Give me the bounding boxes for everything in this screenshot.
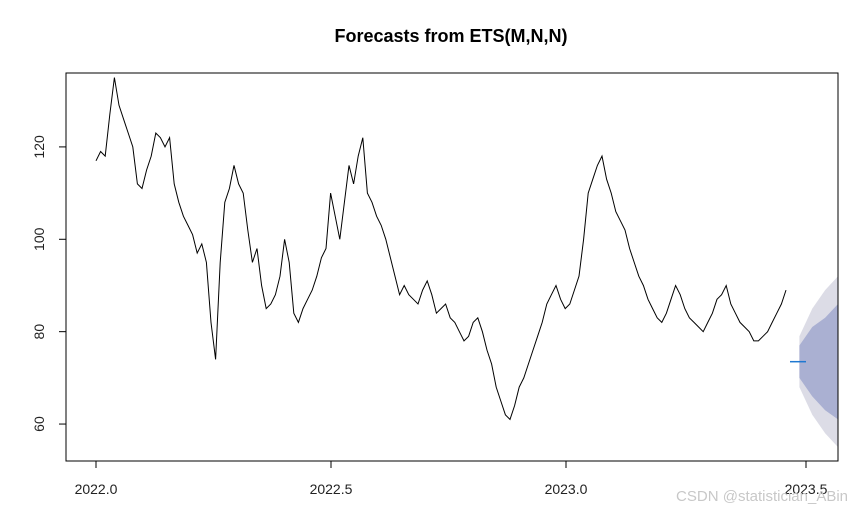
x-tick-label: 2023.5 (785, 481, 828, 497)
plot-area (95, 77, 838, 448)
interval-80-band (799, 303, 838, 420)
y-tick-label: 120 (31, 135, 47, 159)
watermark: CSDN @statistician_ABin (676, 488, 848, 505)
y-tick-label: 80 (31, 324, 47, 340)
plot-frame (65, 72, 839, 462)
y-tick-label: 100 (31, 227, 47, 251)
x-tick-label: 2023.0 (545, 481, 588, 497)
x-tick-label: 2022.0 (75, 481, 118, 497)
axes: 2022.0 2022.5 2023.0 2023.5 60 80 100 120 (31, 72, 839, 497)
x-tick-label: 2022.5 (310, 481, 353, 497)
observed-series-line (95, 77, 787, 421)
y-tick-label: 60 (31, 416, 47, 432)
chart-title: Forecasts from ETS(M,N,N) (334, 26, 567, 46)
